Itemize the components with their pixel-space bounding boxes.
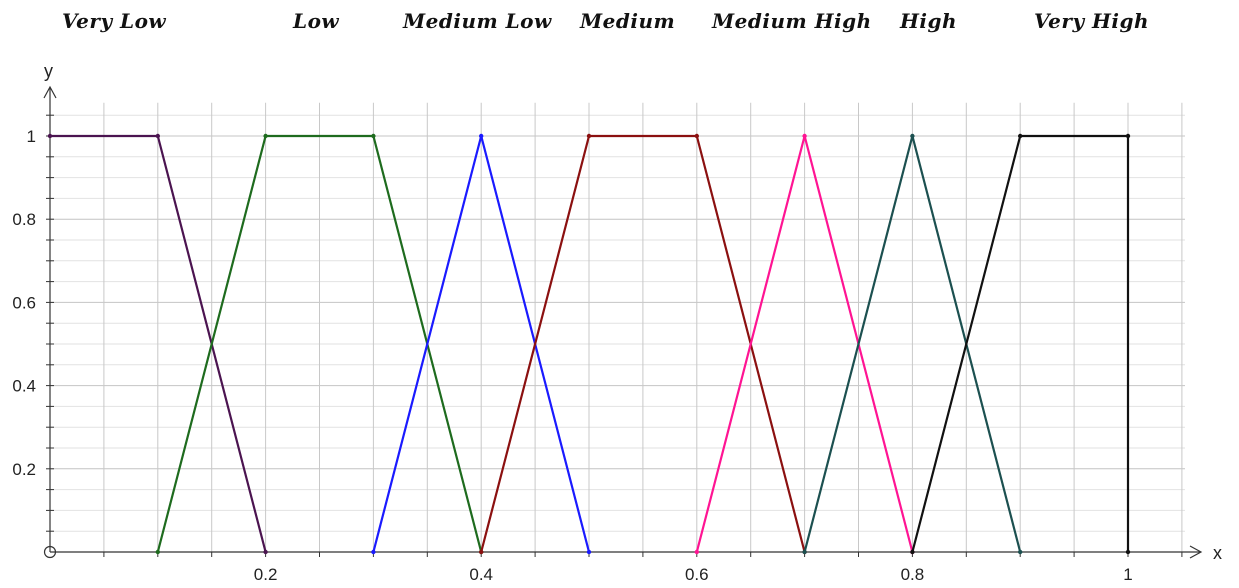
y-tick-label: 1 (27, 127, 36, 146)
x-axis-label: x (1213, 543, 1222, 563)
series-point-medium (479, 549, 484, 555)
term-labels: Very Low Low Medium Low Medium Medium High Hi… (62, 9, 1149, 33)
series-point-low (155, 549, 160, 555)
series-point-low (371, 133, 376, 139)
grid (50, 102, 1185, 552)
series-line-very-high (911, 134, 1130, 553)
y-tick-label: 0.4 (12, 377, 36, 396)
term-label-low: Low (292, 9, 339, 33)
axes: 0.2 0.4 0.6 0.8 1 0.2 0.4 0.6 0.8 1 x y (12, 61, 1222, 584)
series-point-very-high (1125, 133, 1131, 139)
series-point-medium-low (479, 133, 484, 139)
x-tick-label: 0.4 (469, 565, 493, 584)
term-label-medium-low: Medium Low (402, 9, 552, 33)
series-point-high (910, 133, 915, 139)
term-label-medium-high: Medium High (711, 9, 872, 33)
series-point-very-low (155, 133, 160, 139)
y-axis-arrow (43, 85, 57, 99)
y-tick-label: 0.2 (12, 460, 36, 479)
term-label-very-high: Very High (1034, 9, 1149, 33)
series-point-medium-high (802, 133, 807, 139)
series-point-medium-high (694, 549, 699, 555)
term-label-very-low: Very Low (62, 9, 166, 33)
series-group (47, 133, 1131, 555)
origin-marker (43, 545, 57, 559)
series-point-very-high (910, 549, 915, 555)
series-point-very-low (263, 549, 268, 555)
series-point-medium (694, 133, 699, 139)
series-point-very-high (1018, 133, 1023, 139)
series-point-very-low (47, 133, 53, 139)
series-point-very-high (1125, 549, 1131, 555)
series-point-high (1018, 549, 1023, 555)
x-tick-label: 0.6 (685, 565, 709, 584)
series-point-high (802, 549, 807, 555)
series-point-medium (586, 133, 592, 139)
x-tick-label: 0.2 (254, 565, 278, 584)
y-axis-label: y (44, 61, 53, 81)
term-label-high: High (899, 9, 957, 33)
series-point-low (263, 133, 268, 139)
series-point-medium-low (586, 549, 592, 555)
x-tick-label: 0.8 (901, 565, 925, 584)
series-point-medium-low (371, 549, 376, 555)
term-label-medium: Medium (579, 9, 675, 33)
y-tick-label: 0.8 (12, 210, 36, 229)
y-tick-label: 0.6 (12, 293, 36, 312)
x-tick-label: 1 (1123, 565, 1132, 584)
x-axis-arrow (1189, 545, 1203, 559)
